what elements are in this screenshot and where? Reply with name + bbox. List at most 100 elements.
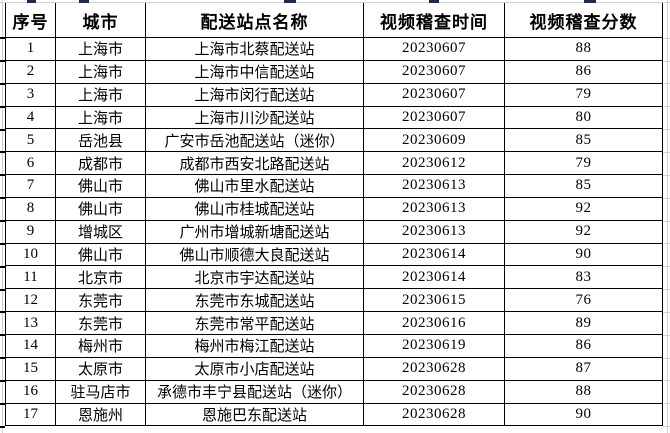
cell-score[interactable]: 79 [504,151,663,176]
cell-city[interactable]: 增城区 [55,219,146,244]
cell-city[interactable]: 上海市 [55,82,146,107]
clipped-row-fragment [584,0,596,3]
cell-score[interactable]: 88 [504,37,663,61]
cell-date[interactable]: 20230607 [363,82,505,107]
cell-station[interactable]: 佛山市里水配送站 [145,174,364,198]
cell-score[interactable]: 86 [504,333,663,358]
cell-no[interactable]: 14 [5,333,56,358]
table-row: 14 梅州市 梅州市梅江配送站 20230619 86 [5,333,663,358]
cell-score[interactable]: 85 [504,128,663,153]
cell-no[interactable]: 8 [5,196,56,221]
cell-city[interactable]: 成都市 [55,151,146,176]
cell-city[interactable]: 佛山市 [55,242,146,267]
cell-city[interactable]: 佛山市 [55,196,146,221]
border-tick [0,402,5,405]
cell-station[interactable]: 梅州市梅江配送站 [145,333,364,358]
table-row: 6 成都市 成都市西安北路配送站 20230612 79 [5,151,663,176]
cell-no[interactable]: 10 [5,242,56,267]
cell-no[interactable]: 2 [5,59,56,84]
border-tick [663,266,670,268]
header-cell-date[interactable]: 视频稽查时间 [363,3,505,38]
cell-no[interactable]: 11 [5,265,56,290]
cell-score[interactable]: 87 [504,356,663,381]
cell-date[interactable]: 20230619 [363,333,505,358]
cell-no[interactable]: 6 [5,151,56,176]
cell-station[interactable]: 广安市岳池配送站（迷你） [145,128,364,153]
cell-score[interactable]: 80 [504,105,663,130]
cell-score[interactable]: 90 [504,242,663,267]
cell-date[interactable]: 20230628 [363,402,505,427]
cell-station[interactable]: 东莞市常平配送站 [145,311,364,335]
cell-city[interactable]: 梅州市 [55,333,146,358]
header-cell-station[interactable]: 配送站点名称 [145,3,364,38]
cell-score[interactable]: 89 [504,311,663,335]
cell-no[interactable]: 13 [5,311,56,335]
cell-station[interactable]: 北京市宇达配送站 [145,265,364,290]
cell-station[interactable]: 佛山市桂城配送站 [145,196,364,221]
cell-score[interactable]: 92 [504,196,663,221]
cell-date[interactable]: 20230613 [363,219,505,244]
cell-city[interactable]: 太原市 [55,356,146,381]
cell-date[interactable]: 20230616 [363,311,505,335]
cell-date[interactable]: 20230613 [363,174,505,198]
cell-city[interactable]: 驻马店市 [55,379,146,404]
cell-score[interactable]: 79 [504,82,663,107]
cell-date[interactable]: 20230628 [363,356,505,381]
cell-date[interactable]: 20230612 [363,151,505,176]
header-cell-score[interactable]: 视频稽查分数 [504,3,663,38]
cell-city[interactable]: 岳池县 [55,128,146,153]
cell-date[interactable]: 20230614 [363,265,505,290]
cell-date[interactable]: 20230607 [363,105,505,130]
cell-city[interactable]: 佛山市 [55,174,146,198]
cell-city[interactable]: 东莞市 [55,311,146,335]
cell-no[interactable]: 15 [5,356,56,381]
cell-score[interactable]: 76 [504,288,663,313]
cell-no[interactable]: 17 [5,402,56,427]
cell-station[interactable]: 广州市增城新塘配送站 [145,219,364,244]
cell-no[interactable]: 7 [5,174,56,198]
cell-no[interactable]: 16 [5,379,56,404]
cell-station[interactable]: 上海市北蔡配送站 [145,37,364,61]
cell-city[interactable]: 恩施州 [55,402,146,427]
cell-station[interactable]: 佛山市顺德大良配送站 [145,242,364,267]
cell-station[interactable]: 东莞市东城配送站 [145,288,364,313]
table-row: 10 佛山市 佛山市顺德大良配送站 20230614 90 [5,242,663,267]
cell-date[interactable]: 20230614 [363,242,505,267]
cell-no[interactable]: 1 [5,37,56,61]
border-tick [0,288,5,291]
cell-station[interactable]: 成都市西安北路配送站 [145,151,364,176]
cell-no[interactable]: 3 [5,82,56,107]
cell-date[interactable]: 20230615 [363,288,505,313]
cell-score[interactable]: 83 [504,265,663,290]
cell-date[interactable]: 20230607 [363,37,505,61]
cell-date[interactable]: 20230609 [363,128,505,153]
cell-score[interactable]: 90 [504,402,663,427]
cell-score[interactable]: 92 [504,219,663,244]
cell-station[interactable]: 承德市丰宁县配送站（迷你） [145,379,364,404]
cell-station[interactable]: 恩施巴东配送站 [145,402,364,427]
cell-date[interactable]: 20230607 [363,59,505,84]
cell-station[interactable]: 上海市闵行配送站 [145,82,364,107]
cell-city[interactable]: 上海市 [55,59,146,84]
cell-date[interactable]: 20230628 [363,379,505,404]
cell-station[interactable]: 上海市中信配送站 [145,59,364,84]
cell-no[interactable]: 4 [5,105,56,130]
cell-station[interactable]: 太原市小店配送站 [145,356,364,381]
cell-city[interactable]: 北京市 [55,265,146,290]
gridline-top [0,2,670,3]
cell-city[interactable]: 上海市 [55,105,146,130]
border-tick [0,357,5,360]
cell-score[interactable]: 85 [504,174,663,198]
header-cell-city[interactable]: 城市 [55,3,146,38]
cell-city[interactable]: 上海市 [55,37,146,61]
cell-city[interactable]: 东莞市 [55,288,146,313]
cell-score[interactable]: 86 [504,59,663,84]
cell-no[interactable]: 9 [5,219,56,244]
cell-no[interactable]: 12 [5,288,56,313]
cell-date[interactable]: 20230613 [363,196,505,221]
header-cell-no[interactable]: 序号 [5,3,56,38]
border-tick [663,106,670,108]
cell-station[interactable]: 上海市川沙配送站 [145,105,364,130]
cell-no[interactable]: 5 [5,128,56,153]
cell-score[interactable]: 88 [504,379,663,404]
